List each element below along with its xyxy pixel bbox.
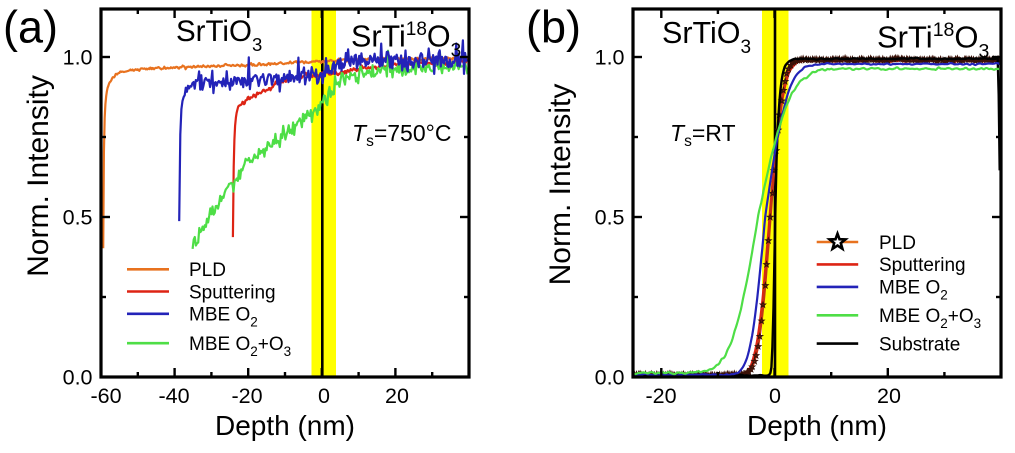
svg-text:Sputtering: Sputtering xyxy=(189,282,276,303)
svg-text:MBE O2+O3: MBE O2+O3 xyxy=(879,306,981,331)
svg-text:-40: -40 xyxy=(158,384,189,408)
svg-text:0.0: 0.0 xyxy=(595,366,625,390)
svg-text:20: 20 xyxy=(385,384,409,408)
svg-text:MBE O2+O3: MBE O2+O3 xyxy=(189,334,291,359)
svg-text:Sputtering: Sputtering xyxy=(879,255,966,276)
svg-text:-20: -20 xyxy=(645,384,676,408)
svg-text:Norm. Intensity: Norm. Intensity xyxy=(544,84,577,286)
svg-text:20: 20 xyxy=(877,384,901,408)
svg-text:Depth (nm): Depth (nm) xyxy=(215,410,355,441)
svg-text:1.0: 1.0 xyxy=(595,46,625,70)
svg-text:Depth (nm): Depth (nm) xyxy=(747,410,887,441)
svg-text:PLD: PLD xyxy=(189,260,226,281)
svg-text:MBE O2: MBE O2 xyxy=(189,305,258,330)
svg-text:Norm. Intensity: Norm. Intensity xyxy=(22,75,55,277)
svg-text:(a): (a) xyxy=(3,2,58,53)
svg-text:Ts=750°C: Ts=750°C xyxy=(352,120,451,150)
svg-text:0.5: 0.5 xyxy=(63,206,93,230)
svg-text:0.0: 0.0 xyxy=(63,366,93,390)
svg-text:1.0: 1.0 xyxy=(63,46,93,70)
svg-text:MBE O2: MBE O2 xyxy=(879,278,948,303)
svg-text:Ts=RT: Ts=RT xyxy=(670,120,736,150)
svg-text:-60: -60 xyxy=(90,384,121,408)
svg-text:(b): (b) xyxy=(526,2,581,53)
svg-text:0: 0 xyxy=(769,384,781,408)
svg-text:PLD: PLD xyxy=(879,233,916,254)
svg-text:0: 0 xyxy=(318,384,330,408)
svg-text:0.5: 0.5 xyxy=(595,206,625,230)
svg-text:-20: -20 xyxy=(231,384,262,408)
svg-text:Substrate: Substrate xyxy=(879,334,960,355)
